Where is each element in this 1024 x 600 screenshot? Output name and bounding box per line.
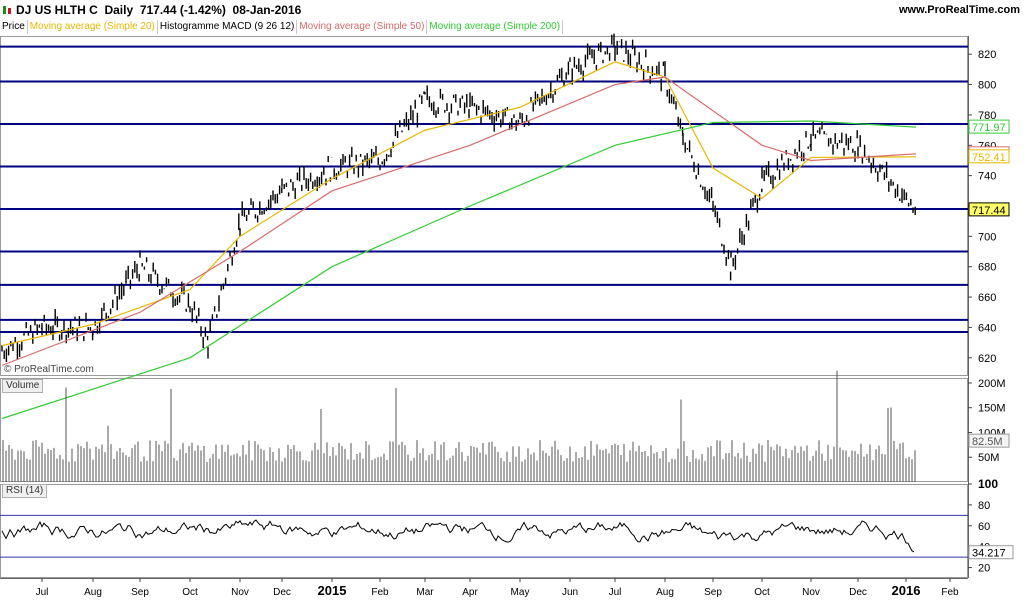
- value-label-box: [968, 545, 1014, 560]
- instrument-title: DJ US HLTH C Daily 717.44 (-1.42%) 08-Ja…: [2, 3, 301, 17]
- legend-ma50[interactable]: Moving average (Simple 50): [297, 20, 428, 34]
- value-label-box: [968, 433, 1010, 448]
- x-tick-label: Sep: [131, 587, 149, 598]
- ma200-line: [1, 120, 917, 420]
- x-tick-label: Nov: [802, 587, 820, 598]
- x-tick-label: Nov: [231, 587, 249, 598]
- x-tick-label: Jul: [36, 587, 49, 598]
- volume-panel-label: Volume: [2, 379, 44, 393]
- y-tick-label: 680: [978, 262, 996, 274]
- x-tick-label: Jul: [609, 587, 622, 598]
- volume-tick-label: 150M: [978, 403, 1006, 415]
- site-link[interactable]: www.ProRealTime.com: [898, 4, 1020, 16]
- x-tick-label: 2015: [318, 583, 347, 598]
- period-label: Daily: [104, 3, 134, 17]
- legend-macd[interactable]: Histogramme MACD (9 26 12): [158, 20, 298, 34]
- x-tick-label: May: [511, 587, 530, 598]
- copyright-label: © ProRealTime.com: [4, 364, 94, 375]
- date-label: 08-Jan-2016: [232, 3, 302, 17]
- y-tick-label: 800: [978, 80, 996, 92]
- x-tick-label: Mar: [416, 587, 434, 598]
- x-tick-label: Aug: [84, 587, 102, 598]
- rsi-tick-label: 20: [978, 563, 990, 575]
- legend-ma20[interactable]: Moving average (Simple 20): [28, 20, 158, 34]
- volume-last-label: 82.5M: [972, 436, 1003, 448]
- x-tick-label: Jun: [562, 587, 578, 598]
- chart-header: DJ US HLTH C Daily 717.44 (-1.42%) 08-Ja…: [0, 0, 1024, 20]
- value-label-box: [968, 202, 1010, 217]
- y-tick-label: 820: [978, 49, 996, 61]
- volume-panel-frame: [0, 378, 968, 482]
- rsi-panel-frame: [0, 484, 968, 578]
- legend-ma200[interactable]: Moving average (Simple 200): [427, 20, 564, 34]
- rsi-tick-label: 100: [978, 477, 998, 491]
- volume-tick-label: 200M: [978, 378, 1006, 390]
- x-tick-label: Oct: [754, 587, 770, 598]
- x-tick-label: Oct: [182, 587, 198, 598]
- volume-bars: [2, 370, 916, 482]
- y-tick-label: 780: [978, 110, 996, 122]
- volume-tick-label: 50M: [978, 452, 999, 464]
- value-label-box: [968, 119, 1010, 134]
- x-tick-label: Apr: [462, 587, 478, 598]
- price-panel-frame: [0, 36, 968, 376]
- x-tick-label: Sep: [704, 587, 722, 598]
- ma20-line: [1, 61, 917, 347]
- y-tick-label: 620: [978, 353, 996, 365]
- rsi-tick-label: 60: [978, 521, 990, 533]
- rsi-panel-label: RSI (14): [2, 484, 48, 498]
- x-tick-label: Feb: [371, 587, 389, 598]
- price-bars: [1, 33, 916, 363]
- x-tick-label: Dec: [273, 587, 291, 598]
- x-tick-label: 2016: [892, 583, 921, 598]
- x-tick-label: Feb: [941, 587, 959, 598]
- last-price: 717.44 (-1.42%): [139, 3, 226, 17]
- legend-price[interactable]: Price: [0, 20, 28, 34]
- y-tick-label: 660: [978, 292, 996, 304]
- rsi-last-label: 34.217: [972, 548, 1006, 560]
- instrument-name: DJ US HLTH C: [16, 3, 98, 17]
- x-tick-label: Aug: [656, 587, 674, 598]
- x-tick-label: Dec: [849, 587, 867, 598]
- value-label-box: [968, 149, 1010, 164]
- y-tick-label: 740: [978, 171, 996, 183]
- rsi-line: [1, 519, 915, 553]
- indicator-legend: Price Moving average (Simple 20) Histogram…: [0, 20, 968, 34]
- value-label: 771.97: [972, 122, 1006, 134]
- ma50-line: [1, 76, 917, 366]
- y-tick-label: 640: [978, 322, 996, 334]
- candlestick-icon: [3, 6, 11, 14]
- value-label: 717.44: [972, 205, 1006, 217]
- rsi-tick-label: 80: [978, 500, 990, 512]
- value-label: 752.41: [972, 152, 1006, 164]
- y-tick-label: 700: [978, 231, 996, 243]
